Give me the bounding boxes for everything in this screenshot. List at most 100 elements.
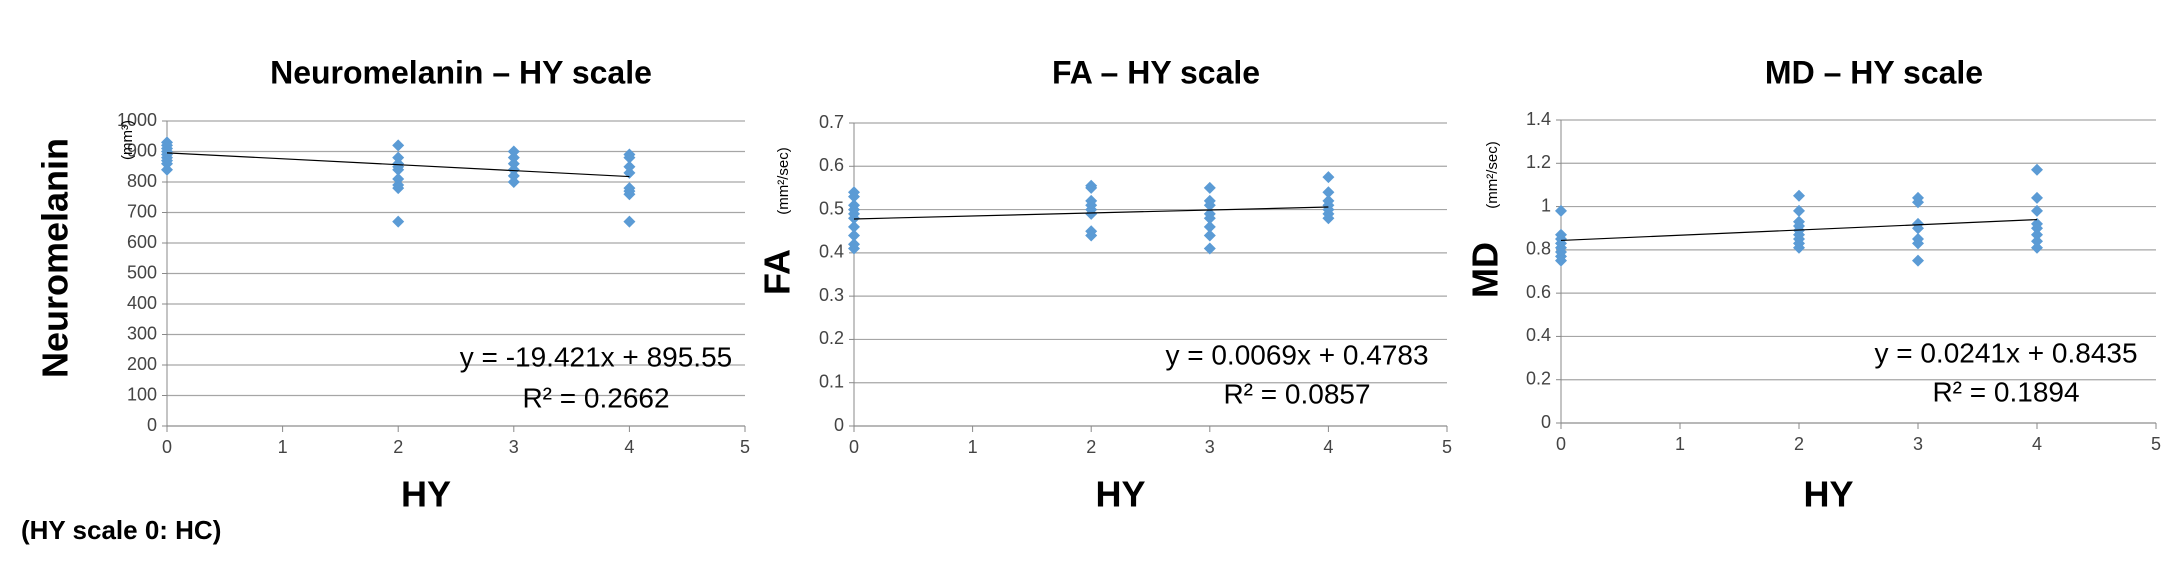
y-axis-unit: (mm³) bbox=[119, 120, 136, 160]
point bbox=[1912, 196, 1924, 209]
point bbox=[623, 151, 636, 164]
x-axis-title: HY bbox=[401, 474, 451, 515]
point bbox=[1555, 254, 1567, 267]
y-tick-label: 1000 bbox=[117, 110, 157, 130]
y-axis-unit: (mm²/sec) bbox=[1484, 141, 1501, 209]
point bbox=[1555, 204, 1567, 217]
point bbox=[1203, 181, 1216, 194]
point bbox=[392, 163, 405, 176]
x-tick-label: 3 bbox=[1913, 434, 1923, 454]
x-axis-title: HY bbox=[1803, 474, 1853, 515]
point bbox=[1322, 186, 1335, 199]
x-tick-label: 4 bbox=[2032, 434, 2042, 454]
chart-title: MD – HY scale bbox=[1765, 54, 1983, 90]
trend-equation: y = 0.0241x + 0.8435 bbox=[1874, 337, 2137, 368]
point bbox=[392, 172, 405, 185]
point bbox=[2031, 241, 2043, 254]
point bbox=[2031, 191, 2043, 204]
point bbox=[1322, 171, 1335, 184]
point bbox=[2031, 222, 2043, 235]
x-tick-label: 3 bbox=[509, 437, 519, 457]
point bbox=[623, 188, 636, 201]
point bbox=[848, 229, 860, 242]
point bbox=[1793, 189, 1805, 202]
trendline bbox=[1560, 218, 2038, 242]
point bbox=[1793, 204, 1805, 217]
point bbox=[392, 182, 405, 195]
y-tick-label: 0.3 bbox=[819, 285, 844, 305]
trendline bbox=[166, 152, 630, 178]
point bbox=[623, 166, 636, 179]
r-squared: R² = 0.1894 bbox=[1932, 376, 2079, 407]
point bbox=[507, 145, 520, 158]
y-tick-label: 0.6 bbox=[819, 155, 844, 175]
x-tick-label: 5 bbox=[740, 437, 750, 457]
point bbox=[848, 242, 860, 255]
y-tick-label: 0.8 bbox=[1526, 239, 1551, 259]
chart-title: FA – HY scale bbox=[1052, 54, 1260, 90]
y-tick-label: 200 bbox=[127, 354, 157, 374]
y-tick-label: 100 bbox=[127, 384, 157, 404]
point bbox=[848, 220, 860, 233]
x-tick-label: 0 bbox=[1556, 434, 1566, 454]
y-tick-label: 700 bbox=[127, 201, 157, 221]
y-tick-label: 0.6 bbox=[1526, 282, 1551, 302]
point bbox=[392, 215, 405, 228]
x-tick-label: 1 bbox=[278, 437, 288, 457]
point bbox=[161, 163, 173, 176]
y-axis-unit: (mm²/sec) bbox=[775, 147, 792, 215]
x-tick-label: 0 bbox=[849, 437, 859, 457]
footnote: (HY scale 0: HC) bbox=[21, 515, 221, 545]
r-squared: R² = 0.2662 bbox=[522, 382, 669, 413]
point bbox=[623, 215, 636, 228]
y-tick-label: 0.2 bbox=[1526, 368, 1551, 388]
trend-equation: y = -19.421x + 895.55 bbox=[460, 341, 732, 372]
point bbox=[392, 151, 405, 164]
x-tick-label: 1 bbox=[1675, 434, 1685, 454]
y-tick-label: 0 bbox=[834, 415, 844, 435]
trend-equation: y = 0.0069x + 0.4783 bbox=[1165, 339, 1428, 370]
r-squared: R² = 0.0857 bbox=[1223, 378, 1370, 409]
point bbox=[623, 160, 636, 173]
y-tick-label: 0 bbox=[1541, 412, 1551, 432]
point bbox=[1203, 220, 1216, 233]
x-tick-label: 1 bbox=[968, 437, 978, 457]
y-tick-label: 900 bbox=[127, 140, 157, 160]
y-tick-label: 400 bbox=[127, 293, 157, 313]
point bbox=[507, 176, 520, 188]
y-tick-label: 300 bbox=[127, 323, 157, 343]
point bbox=[1322, 212, 1335, 225]
x-tick-label: 2 bbox=[1086, 437, 1096, 457]
y-tick-label: 600 bbox=[127, 232, 157, 252]
y-tick-label: 1 bbox=[1541, 195, 1551, 215]
y-tick-label: 0.7 bbox=[819, 112, 844, 132]
point bbox=[1203, 199, 1216, 212]
y-axis-title: FA bbox=[757, 249, 798, 295]
x-tick-label: 4 bbox=[1323, 437, 1333, 457]
point bbox=[392, 139, 405, 152]
point bbox=[1085, 207, 1098, 220]
point bbox=[2031, 204, 2043, 217]
y-tick-label: 0.5 bbox=[819, 198, 844, 218]
x-tick-label: 5 bbox=[1442, 437, 1452, 457]
y-tick-label: 1.2 bbox=[1526, 152, 1551, 172]
point bbox=[2031, 228, 2043, 241]
y-tick-label: 0 bbox=[147, 415, 157, 435]
point bbox=[1912, 237, 1924, 250]
y-axis-title: MD bbox=[1465, 242, 1506, 298]
point bbox=[507, 169, 520, 182]
y-tick-label: 800 bbox=[127, 171, 157, 191]
y-tick-label: 1.4 bbox=[1526, 109, 1551, 129]
point bbox=[1793, 241, 1805, 254]
x-tick-label: 3 bbox=[1205, 437, 1215, 457]
x-tick-label: 0 bbox=[162, 437, 172, 457]
y-tick-label: 0.4 bbox=[819, 242, 844, 262]
chart-title: Neuromelanin – HY scale bbox=[270, 54, 652, 90]
point bbox=[848, 190, 860, 203]
point bbox=[507, 163, 520, 176]
point bbox=[1203, 242, 1216, 255]
trendline bbox=[853, 206, 1329, 220]
point bbox=[848, 212, 860, 225]
point bbox=[161, 157, 173, 170]
